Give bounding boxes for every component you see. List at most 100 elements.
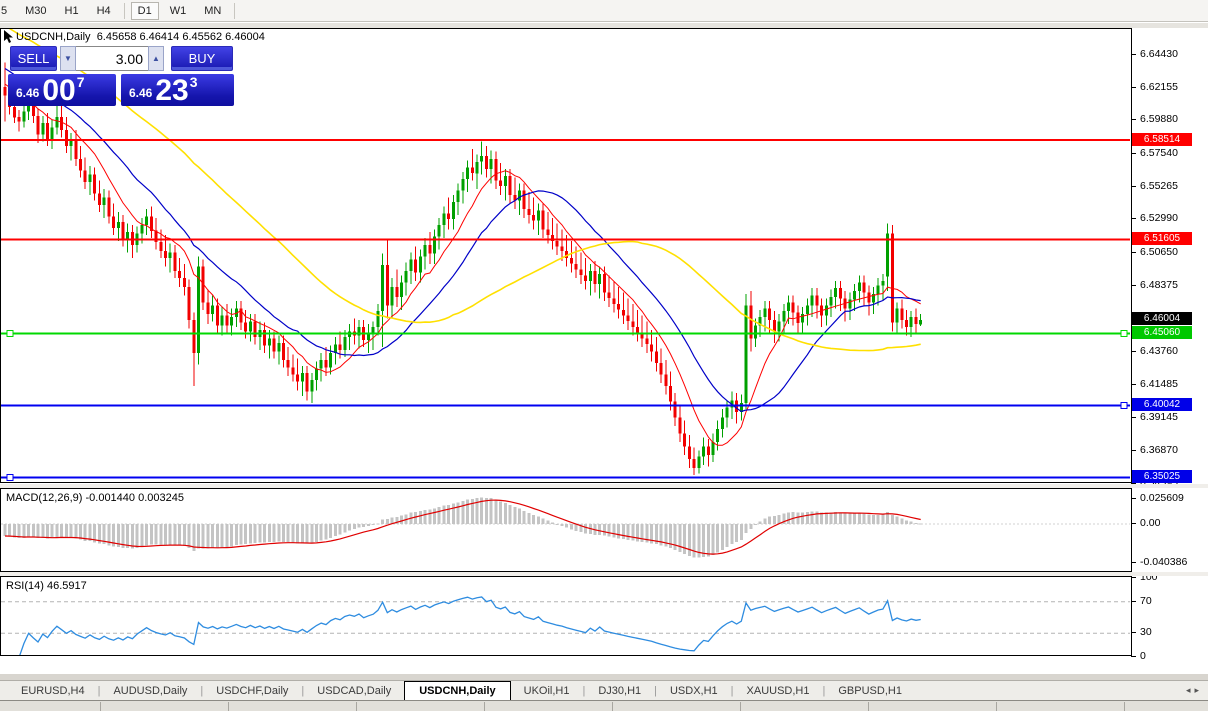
line-handle[interactable] [6,474,14,481]
timeframe-button-H1[interactable]: H1 [64,4,79,17]
macd-signal-line [4,499,921,555]
tab-scroll-arrows[interactable]: ◂▸ [1186,685,1203,696]
sell-price-big: 00 [42,74,76,107]
macd-bar [881,514,885,524]
macd-bar [414,512,418,524]
macd-bar [88,524,92,542]
panel-splitter[interactable] [0,572,1208,576]
sell-button[interactable]: SELL [10,46,57,71]
candle [612,281,616,313]
candle [513,177,517,210]
candle [664,360,668,395]
candle [343,329,347,358]
candle [518,183,521,215]
macd-bar [466,499,470,524]
candle [145,209,149,236]
tab-usdx-h1[interactable]: USDX,H1 [669,685,718,697]
timeframe-button-W1[interactable]: W1 [169,4,187,17]
macd-bar [352,524,356,530]
candle [617,286,621,319]
macd-bar [244,524,248,545]
candle [848,292,852,320]
candle [22,102,26,128]
macd-bar [201,524,205,549]
macd-bar [626,524,630,540]
timeframe-button-M30[interactable]: M30 [25,4,47,17]
macd-bar [895,516,899,524]
volume-increase-button[interactable]: ▲ [148,46,164,71]
candle [178,258,182,287]
price-tick-mark [1131,252,1136,253]
price-tick-label: 6.64430 [1140,48,1178,60]
macd-bar [385,519,389,524]
candle [164,235,167,267]
macd-bar [93,524,97,543]
price-axis[interactable] [1131,28,1208,656]
candle [470,148,474,181]
tab-usdchf-daily[interactable]: USDCHF,Daily [216,685,289,697]
time-axis[interactable]: 10 Nov 202028 Nov 202017 Dec 20206 Jan 2… [0,656,1208,674]
macd-bar [79,524,82,540]
candle [862,275,866,306]
candle [107,190,111,224]
timeframe-button-H4[interactable]: H4 [96,4,111,17]
rsi-tick-label: 70 [1140,595,1152,607]
candle [230,308,234,336]
macd-label: MACD(12,26,9) -0.001440 0.003245 [6,492,184,504]
candle [121,214,125,247]
candle [197,256,200,365]
macd-panel[interactable] [0,488,1131,572]
line-handle[interactable] [1120,402,1128,409]
macd-bar [3,524,7,537]
timeframe-button-D1[interactable]: D1 [130,1,159,20]
macd-bar [645,524,649,543]
candle [720,408,724,438]
tab-xauusd-h1[interactable]: XAUUSD,H1 [746,685,810,697]
volume-decrease-button[interactable]: ▼ [60,46,76,71]
sell-price[interactable]: 6.46 00 7 [8,74,116,106]
macd-values: -0.001440 0.003245 [85,492,184,504]
macd-bar [107,524,111,546]
toolbar-separator [0,23,1208,28]
macd-bar [470,499,474,524]
tab-eurusd-h4[interactable]: EURUSD,H4 [21,685,85,697]
timeframe-button-MN[interactable]: MN [204,4,222,17]
macd-bar [735,524,739,543]
buy-price[interactable]: 6.46 23 3 [121,74,234,106]
tab-scroll-right-icon[interactable]: ▸ [1194,685,1203,695]
candle [584,258,588,290]
candle [395,269,399,307]
candle [900,299,904,329]
tab-dj30-h1[interactable]: DJ30,H1 [598,685,642,697]
tab-scroll-left-icon[interactable]: ◂ [1185,685,1195,695]
line-handle[interactable] [1120,329,1128,337]
tab-usdcad-daily[interactable]: USDCAD,Daily [317,685,392,697]
tab-ukoil-h1[interactable]: UKOil,H1 [523,685,570,697]
candle [414,246,418,281]
candle [702,437,706,465]
macd-tick-label: 0.00 [1140,517,1161,529]
macd-bar [461,501,465,524]
macd-bar [857,513,861,524]
macd-bar [853,513,857,524]
buy-button[interactable]: BUY [171,46,233,71]
candle [914,308,918,333]
macd-bar [296,524,300,544]
candle [319,352,323,382]
macd-bar [258,524,262,543]
macd-bar [636,524,639,542]
candle [64,117,68,154]
macd-bar [744,524,748,533]
candle [324,347,328,376]
tab-audusd-daily[interactable]: AUDUSD,Daily [113,685,188,697]
tab-usdcnh-daily[interactable]: USDCNH,Daily [404,681,511,700]
candle [687,434,691,468]
timeframe-button-5[interactable]: 5 [1,4,8,17]
panel-splitter[interactable] [0,484,1208,488]
candle [60,101,64,138]
line-handle[interactable] [6,329,14,337]
tab-gbpusd-h1[interactable]: GBPUSD,H1 [838,685,902,697]
rsi-panel[interactable] [0,576,1131,656]
candle [461,171,465,204]
volume-input[interactable] [76,46,148,71]
